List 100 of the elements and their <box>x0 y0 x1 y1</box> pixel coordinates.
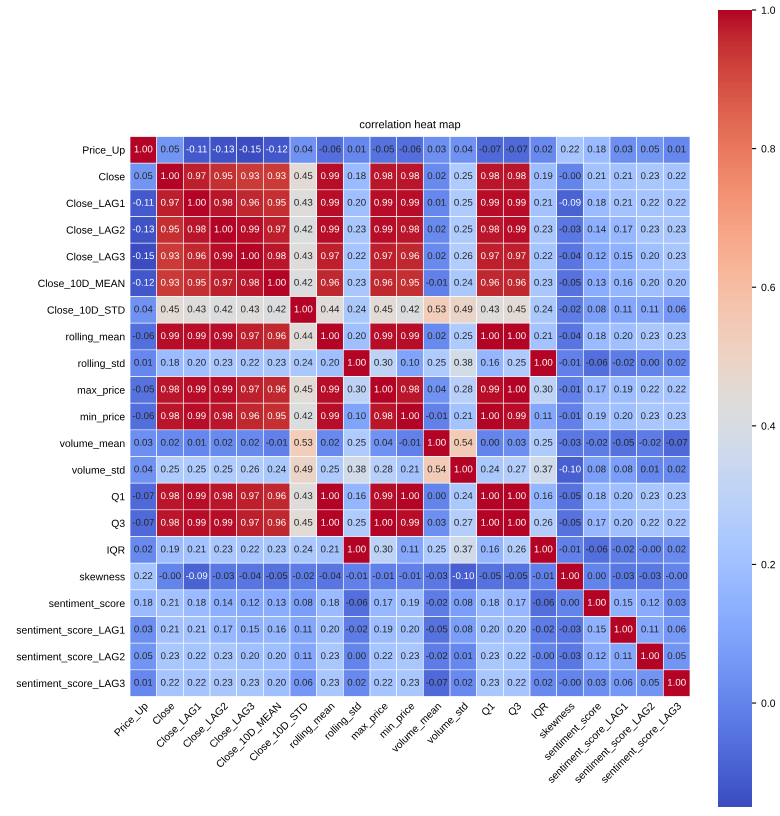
data-label: 0.97 <box>508 252 526 260</box>
data-label: 0.98 <box>480 172 500 180</box>
data-label: 0.03 <box>588 678 606 686</box>
data-label: 1.00 <box>588 598 606 606</box>
data-label: 0.43 <box>294 198 312 206</box>
data-label: -0.06 <box>586 358 608 366</box>
data-label: 0.20 <box>614 492 632 500</box>
data-label: 0.45 <box>508 306 526 312</box>
data-label: 0.43 <box>188 306 206 312</box>
data-label: 0.99 <box>374 198 392 206</box>
data-label: -0.01 <box>399 438 421 446</box>
data-label: 0.22 <box>640 386 659 392</box>
data-label: -0.06 <box>532 598 554 606</box>
data-label: 0.44 <box>320 306 340 312</box>
data-label: 0.97 <box>240 386 259 392</box>
y-tick-label: skewness <box>80 572 125 580</box>
data-label: 0.99 <box>508 198 526 206</box>
data-label: 0.24 <box>534 306 553 312</box>
data-label: 0.23 <box>640 332 660 340</box>
data-label: 0.97 <box>214 278 232 286</box>
data-label: 0.49 <box>294 466 312 472</box>
y-tick-label: Close_LAG2 <box>66 226 125 236</box>
data-label: 0.02 <box>428 226 446 232</box>
data-label: 1.00 <box>321 332 340 340</box>
data-label: 0.97 <box>188 172 206 180</box>
data-label: 0.08 <box>454 598 472 606</box>
data-label: 0.23 <box>320 652 340 660</box>
data-label: 0.99 <box>320 412 339 420</box>
data-label: 0.21 <box>614 172 632 180</box>
data-label: -0.03 <box>559 652 581 660</box>
data-label: -0.00 <box>559 172 581 180</box>
data-label: 0.23 <box>348 278 366 286</box>
data-label: 0.99 <box>508 412 526 420</box>
data-label: 0.01 <box>188 438 206 446</box>
data-label: -0.01 <box>532 572 554 580</box>
data-label: 0.20 <box>348 332 366 340</box>
data-label: 1.00 <box>268 278 286 286</box>
data-label: 1.00 <box>481 332 500 340</box>
data-label: 0.98 <box>160 412 180 420</box>
data-label: 0.21 <box>160 598 179 606</box>
data-label: 0.54 <box>428 466 446 472</box>
y-tick-label: volume_std <box>72 466 124 476</box>
data-label: 1.00 <box>188 198 206 206</box>
data-label: 0.02 <box>320 438 339 446</box>
data-label: 0.26 <box>508 546 526 552</box>
data-label: -0.03 <box>559 438 581 446</box>
data-label: 0.99 <box>188 332 206 340</box>
data-label: 0.01 <box>134 358 152 366</box>
data-label: 0.98 <box>400 226 420 232</box>
data-label: 1.00 <box>508 386 526 392</box>
data-label: 0.96 <box>374 278 392 286</box>
data-label: 0.22 <box>374 652 392 660</box>
y-tick-label: volume_mean <box>60 439 124 450</box>
data-label: 0.99 <box>214 386 232 392</box>
data-label: 0.24 <box>294 358 313 366</box>
data-label: 1.00 <box>374 518 392 526</box>
data-label: 0.02 <box>134 546 152 552</box>
data-label: 0.25 <box>534 438 552 446</box>
data-label: -0.13 <box>212 146 234 152</box>
data-label: 0.24 <box>294 546 313 552</box>
data-label: 1.00 <box>161 172 180 180</box>
data-label: 0.23 <box>480 678 500 686</box>
data-label: -0.06 <box>132 332 154 340</box>
data-label: -0.03 <box>212 572 234 580</box>
data-label: 0.22 <box>668 172 686 180</box>
data-label: 0.08 <box>454 626 472 632</box>
data-label: 0.22 <box>160 678 179 686</box>
data-label: -0.04 <box>319 572 341 580</box>
data-label: 0.23 <box>214 358 232 366</box>
data-label: 0.23 <box>668 492 686 500</box>
data-label: 0.42 <box>400 306 419 312</box>
data-label: 0.03 <box>508 438 526 446</box>
data-label: 1.00 <box>668 678 686 686</box>
data-label: 1.00 <box>534 358 552 366</box>
data-label: 0.01 <box>428 198 446 206</box>
data-label: 0.22 <box>188 678 206 686</box>
y-tick-label: sentiment_score <box>49 599 125 610</box>
data-label: 0.23 <box>214 652 232 660</box>
data-label: -0.10 <box>452 572 474 580</box>
data-label: 0.99 <box>320 172 339 180</box>
data-label: 0.25 <box>508 358 526 366</box>
data-label: 0.23 <box>400 678 420 686</box>
data-label: 0.12 <box>640 598 659 606</box>
data-label: 1.00 <box>321 518 340 526</box>
data-label: 0.99 <box>214 252 232 260</box>
data-label: 1.00 <box>561 572 580 580</box>
data-label: 0.19 <box>400 598 419 606</box>
data-label: 0.08 <box>294 598 312 606</box>
data-label: 1.00 <box>374 386 392 392</box>
data-label: 0.98 <box>480 226 500 232</box>
data-label: 0.20 <box>640 278 660 286</box>
data-label: 0.18 <box>134 598 152 606</box>
data-label: 0.96 <box>240 198 260 206</box>
data-label: 0.03 <box>134 438 152 446</box>
data-label: -0.09 <box>559 198 581 206</box>
data-label: 1.00 <box>614 626 632 632</box>
data-label: 0.22 <box>134 572 152 580</box>
data-label: 0.22 <box>560 146 579 152</box>
data-label: 0.20 <box>320 626 340 632</box>
data-label: 0.02 <box>348 678 366 686</box>
